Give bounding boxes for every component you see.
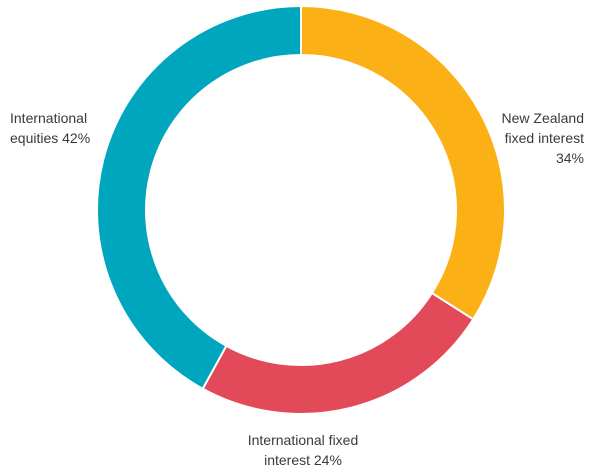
- slice-label-line: 34%: [555, 150, 584, 166]
- slice-label-line: equities 42%: [10, 130, 91, 146]
- slice-label-line: interest 24%: [264, 452, 342, 468]
- slice-label-new-zealand-fixed-interest: New Zealand fixed interest 34%: [444, 108, 585, 168]
- slice-label-line: New Zealand: [501, 110, 585, 126]
- donut-slice-international-fixed-interest: [201, 291, 475, 415]
- slice-label-line: fixed interest: [504, 130, 584, 146]
- donut-slice-international-equities: [96, 4, 302, 391]
- slice-label-international-fixed-interest: International fixed interest 24%: [213, 430, 393, 470]
- slice-label-line: International: [10, 110, 88, 126]
- donut-slice-new-zealand-fixed-interest: [300, 4, 506, 321]
- slice-label-international-equities: International equities 42%: [10, 108, 140, 148]
- slice-label-line: International fixed: [247, 432, 359, 448]
